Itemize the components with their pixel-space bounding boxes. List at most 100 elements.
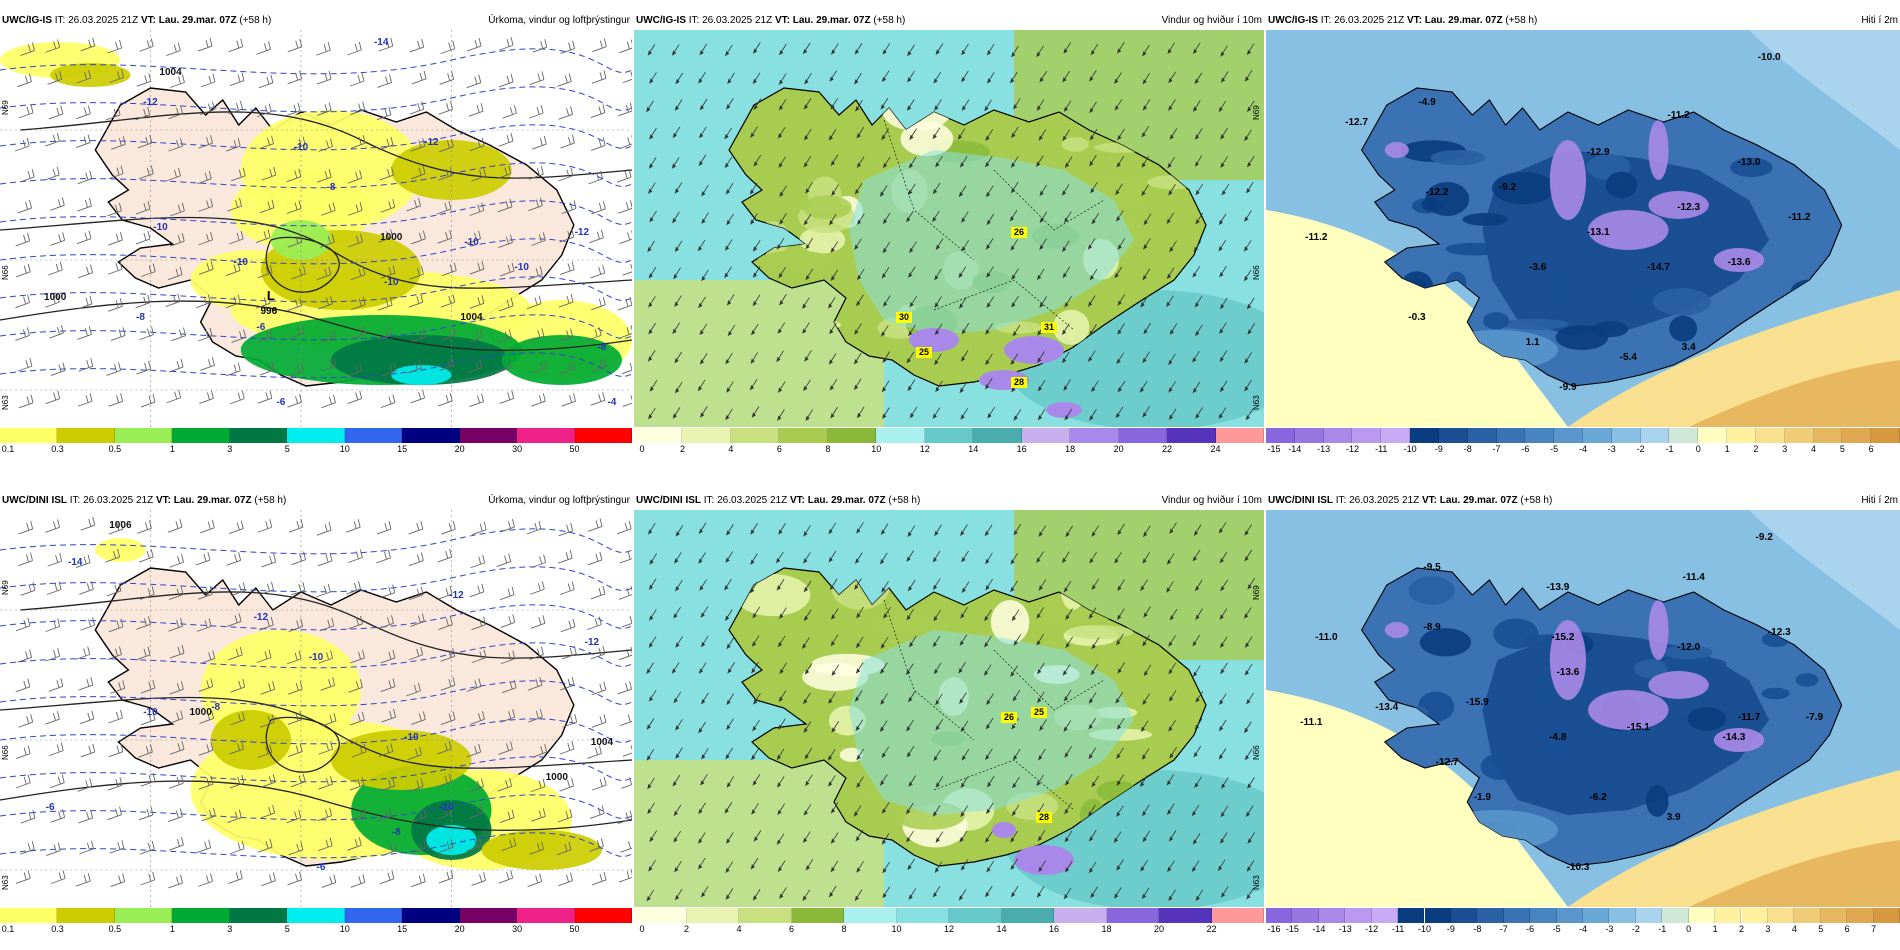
colorbar-swatch: [686, 908, 739, 923]
wind-barb-icon: [291, 265, 306, 280]
wind-barb-icon: [139, 38, 154, 52]
wind-arrow-icon: [933, 662, 942, 675]
wind-barb-icon: [381, 362, 397, 377]
wind-barb-icon: [286, 168, 302, 183]
wind-barb-icon: [587, 745, 602, 759]
colorbar-swatch: [1583, 908, 1610, 923]
wind-arrow-icon: [1116, 747, 1124, 759]
wind-arrow-icon: [960, 805, 968, 817]
wind-arrow-icon: [934, 353, 942, 365]
wind-barb-icon: [139, 586, 155, 600]
colorbar-tick-label: 3: [1782, 444, 1788, 454]
wind-arrow-icon: [830, 43, 839, 55]
colorbar-tick-label: -12: [1345, 444, 1359, 454]
map-area[interactable]: 1006 -14 -12 -12 -10 -10 -8 -12 -10 -10 -8 -6 -6 1000…: [0, 510, 632, 907]
map-area[interactable]: -10.0 -12.7 -4.9 -11.2 -12.9 -13.0 -12.2 -9.2 -1…: [1266, 30, 1900, 427]
wind-arrow-icon: [932, 550, 941, 563]
wind-arrow-icon: [752, 266, 761, 278]
gust-label: 26: [1004, 712, 1014, 722]
temperature-value: -6.2: [1589, 792, 1607, 803]
wind-barb-icon: [591, 296, 606, 311]
wind-arrow-icon: [1218, 239, 1227, 252]
colorbar-swatch: [1662, 908, 1689, 923]
wind-barb-icon: [166, 389, 182, 404]
region-boundary: [883, 599, 1105, 811]
wind-arrow-icon: [1089, 324, 1097, 336]
wind-arrow-icon: [854, 690, 863, 702]
wind-barb-icon: [622, 264, 632, 276]
wind-barb-icon: [526, 295, 542, 310]
map-area[interactable]: -14 -12 -12 -10 -8 -10 -10 -12 -10 -10 -8 -8 -6 -6 -4-…: [0, 30, 632, 427]
wind-barb-icon: [621, 615, 632, 628]
wind-arrow-icon: [646, 100, 654, 113]
temperature-field: [1408, 576, 1455, 605]
wind-barb-icon: [348, 233, 363, 248]
wind-barb-icon: [438, 616, 453, 631]
wind-arrow-icon: [671, 662, 680, 674]
wind-arrow-icon: [1192, 350, 1200, 363]
wind-arrow-icon: [1140, 859, 1148, 872]
colorbar-swatch: [1727, 428, 1756, 443]
map-area[interactable]: -9.2 -9.5 -13.9 -11.4 -8.9 -15.2 -12.3 -11.0 -13…: [1266, 510, 1900, 907]
colorbar-swatch: [924, 428, 974, 443]
wind-arrow-icon: [750, 213, 758, 225]
isotherm-dashed: [0, 604, 632, 631]
wind-barb-icon: [558, 522, 574, 537]
wind-arrow-icon: [1142, 44, 1150, 57]
wind-barb-icon: [227, 809, 242, 824]
wind-barb-icon: [350, 711, 365, 726]
wind-barb-icon: [379, 166, 394, 181]
wind-arrow-icon: [1219, 832, 1228, 844]
colorbar-tick-label: 4: [1811, 444, 1817, 454]
wind-barb-icon: [350, 649, 365, 664]
wind-arrow-icon: [881, 70, 890, 82]
wind-barb-icon: [348, 615, 363, 630]
wind-arrow-icon: [1012, 97, 1021, 110]
gust-label-box: [1011, 377, 1027, 388]
wind-barb-icon: [20, 582, 36, 596]
wind-arrow-icon: [776, 833, 785, 845]
wind-arrow-icon: [697, 857, 706, 870]
precip-area: [95, 538, 146, 562]
wind-arrow-icon: [830, 241, 839, 253]
map-panel-2: UWC/IG-IS IT: 26.03.2025 21Z VT: Lau. 29…: [634, 14, 1264, 456]
wind-arrow-icon: [1217, 859, 1226, 871]
wind-arrow-icon: [726, 524, 734, 536]
wind-arrow-icon: [1246, 887, 1254, 900]
wind-arrow-icon: [1035, 155, 1044, 167]
map-area[interactable]: 26 25 28 N69 N66 N63: [634, 510, 1264, 907]
panel-header: UWC/DINI ISL IT: 26.03.2025 21Z VT: Lau.…: [1266, 494, 1900, 508]
wind-arrow-icon: [1167, 156, 1176, 169]
wind-arrow-icon: [1245, 408, 1254, 421]
wind-arrow-icon: [905, 210, 914, 223]
vt-label: VT:: [1406, 15, 1422, 26]
wind-barb-icon: [468, 805, 484, 819]
wind-arrow-icon: [984, 609, 992, 622]
wind-arrow-icon: [959, 156, 968, 168]
colorbar-swatch: [1635, 908, 1663, 923]
panel-title: Hiti í 2m: [1861, 15, 1898, 26]
wind-arrow-icon: [1064, 774, 1073, 786]
map-area[interactable]: 26 30 31 25 28 N69 N66 N63: [634, 30, 1264, 427]
wind-barb-icon: [80, 617, 95, 631]
wind-barb-icon: [618, 646, 632, 661]
wind-arrow-icon: [776, 579, 785, 591]
wind-arrow-icon: [647, 777, 655, 790]
wind-barb-icon: [528, 708, 543, 723]
wind-barb-icon: [318, 776, 333, 790]
map-panel-1: UWC/IG-IS IT: 26.03.2025 21Z VT: Lau. 29…: [0, 14, 632, 456]
wind-arrow-icon: [779, 662, 788, 674]
wind-arrow-icon: [777, 803, 785, 815]
wind-arrow-icon: [649, 553, 658, 565]
wind-barb-icon: [107, 261, 123, 275]
wind-arrow-icon: [779, 43, 787, 56]
wind-arrow-icon: [828, 522, 837, 535]
wind-arrow-icon: [854, 552, 863, 564]
wind-arrow-icon: [726, 637, 735, 649]
it-label: IT:: [69, 495, 81, 506]
wind-barb-icon: [287, 234, 303, 248]
wind-arrow-icon: [908, 324, 916, 337]
map-panel-5: UWC/DINI ISL IT: 26.03.2025 21Z VT: Lau.…: [634, 494, 1264, 936]
wind-barb-icon: [622, 745, 632, 757]
wind-arrow-icon: [750, 523, 758, 535]
